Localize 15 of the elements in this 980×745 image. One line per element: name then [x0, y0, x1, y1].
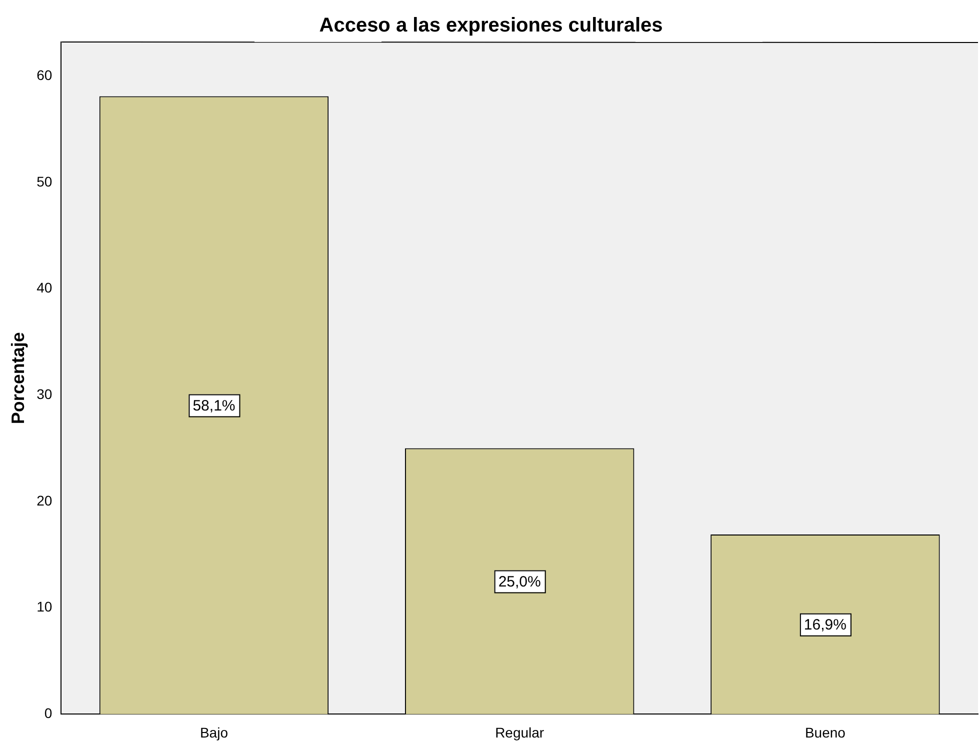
data-label: 16,9% [804, 616, 846, 634]
y-axis-title: Porcentaje [8, 332, 28, 424]
y-tick-label: 30 [36, 386, 52, 402]
y-tick-label: 0 [44, 705, 52, 722]
y-tick-label: 40 [36, 280, 52, 296]
chart-title: Acceso a las expresiones culturales [319, 14, 663, 37]
x-tick-label: Regular [495, 724, 544, 740]
x-tick-label: Bueno [804, 724, 846, 740]
y-tick-label: 50 [36, 173, 52, 190]
y-tick-label: 10 [36, 598, 52, 615]
y-tick-label: 20 [36, 492, 52, 508]
x-tick-label: Bajo [200, 724, 228, 740]
data-label: 25,0% [498, 573, 541, 590]
y-tick-label: 60 [36, 66, 52, 83]
data-label: 58,1% [192, 397, 236, 414]
